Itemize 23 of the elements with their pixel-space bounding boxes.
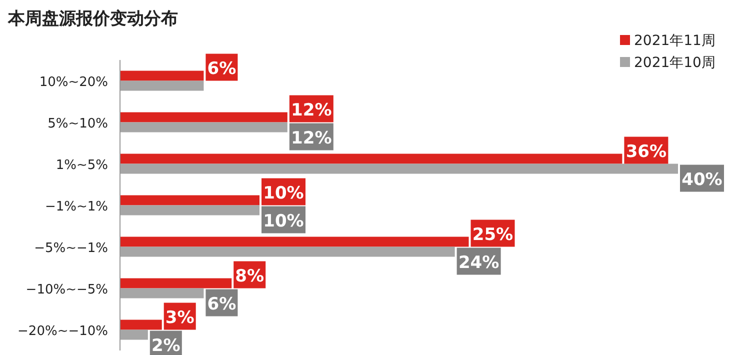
data-label: 6% [207, 294, 236, 314]
y-tick-label: 10%~20% [39, 74, 108, 90]
data-label: 12% [291, 128, 332, 148]
data-label: 10% [263, 211, 304, 232]
data-label: 24% [458, 252, 500, 273]
data-label: 10% [263, 183, 304, 204]
y-tick-label: −1%~1% [44, 199, 108, 214]
y-tick-label: 1%~5% [56, 158, 108, 173]
data-label: 36% [626, 142, 667, 162]
y-tick-label: −10%~−5% [26, 282, 108, 298]
data-label: 8% [235, 266, 264, 286]
data-label: 3% [165, 308, 194, 328]
data-label: 2% [151, 336, 180, 355]
data-label: 25% [472, 224, 514, 245]
y-tick-label: 5%~10% [48, 116, 108, 132]
legend-label: 2021年11周 [634, 33, 716, 49]
y-tick-label: −5%~−1% [34, 240, 108, 256]
data-label: 12% [291, 100, 332, 120]
data-label: 40% [682, 170, 722, 190]
legend-label: 2021年10周 [634, 55, 716, 71]
data-label: 6% [207, 58, 236, 79]
y-tick-label: −20%~−10% [18, 324, 108, 339]
chart-title: 本周盘源报价变动分布 [7, 9, 178, 29]
